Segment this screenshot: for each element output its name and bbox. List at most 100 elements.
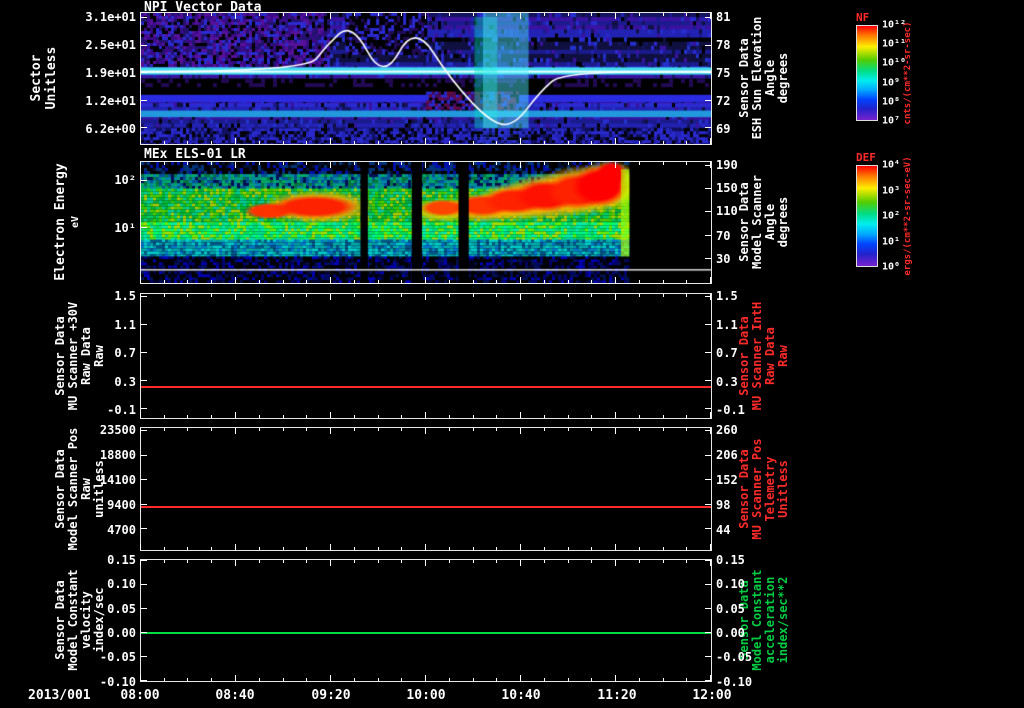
tick-mark <box>705 127 711 129</box>
tick-mark <box>234 162 236 168</box>
tick-mark <box>472 678 474 681</box>
tick-mark <box>472 141 474 144</box>
tick-mark <box>163 13 165 16</box>
tick-mark <box>401 141 403 144</box>
tick-mark <box>141 655 147 657</box>
tick-mark <box>710 560 711 566</box>
tick-mark <box>140 277 141 283</box>
time-tick-label: 10:00 <box>406 688 446 703</box>
tick-mark <box>377 141 379 144</box>
tick-mark <box>211 280 213 283</box>
def-colorbar-title: DEF <box>856 151 876 164</box>
tick-mark <box>211 415 213 418</box>
tick-mark <box>705 679 711 681</box>
tick-mark <box>234 138 236 144</box>
tick-label: 3.1e+01 <box>85 10 136 25</box>
tick-mark <box>686 280 688 283</box>
tick-mark <box>141 408 147 410</box>
tick-mark <box>258 294 260 297</box>
tick-mark <box>705 584 711 586</box>
tick-mark <box>306 141 308 144</box>
tick-mark <box>705 655 711 657</box>
tick-mark <box>705 352 711 354</box>
tick-mark <box>519 277 521 283</box>
tick-label: 6.2e+00 <box>85 122 136 137</box>
tick-mark <box>710 294 711 300</box>
tick-mark <box>282 678 284 681</box>
tick-mark <box>141 352 147 354</box>
panel2-left-tick-labels: 10² 10¹ <box>76 161 136 284</box>
tick-mark <box>638 141 640 144</box>
tick-mark <box>567 280 569 283</box>
tick-mark <box>401 415 403 418</box>
tick-mark <box>496 560 498 563</box>
tick-mark <box>187 13 189 16</box>
colorbar-tick-label: 10⁸ <box>882 96 901 108</box>
tick-mark <box>448 678 450 681</box>
tick-mark <box>425 294 426 300</box>
tick-mark <box>353 547 355 550</box>
tick-mark <box>282 141 284 144</box>
tick-mark <box>448 141 450 144</box>
tick-mark <box>258 162 260 165</box>
units-label: ergs/(cm**2-sr-sec-eV) <box>903 156 913 276</box>
tick-mark <box>705 408 711 410</box>
tick-label: -0.05 <box>99 650 136 665</box>
tick-mark <box>258 415 260 418</box>
tick-mark <box>519 412 521 418</box>
tick-mark <box>234 675 236 681</box>
tick-mark <box>140 162 141 168</box>
tick-label: 0.10 <box>716 577 745 592</box>
tick-mark <box>662 13 664 16</box>
tick-mark <box>140 294 141 300</box>
tick-mark <box>140 412 141 418</box>
tick-mark <box>306 428 308 431</box>
panel2-right-tick-labels: 190 150 110 70 30 <box>716 157 776 284</box>
tick-label: 23500 <box>99 422 136 437</box>
tick-label: 70 <box>716 229 731 244</box>
time-tick-label: 10:40 <box>501 688 541 703</box>
tick-mark <box>187 141 189 144</box>
tick-mark <box>705 257 711 259</box>
tick-label: 152 <box>716 472 738 487</box>
tick-mark <box>615 560 616 566</box>
tick-mark <box>425 138 426 144</box>
tick-label: 206 <box>716 448 738 463</box>
tick-mark <box>710 412 711 418</box>
tick-mark <box>591 162 593 165</box>
colorbar-tick-label: 10¹² <box>882 19 907 31</box>
tick-mark <box>705 234 711 236</box>
tick-mark <box>710 675 711 681</box>
tick-mark <box>163 560 165 563</box>
panel4-left-tick-labels: 23500 18800 14100 9400 4700 <box>76 423 136 551</box>
tick-mark <box>234 544 236 550</box>
tick-mark <box>705 324 711 325</box>
time-tick-label: 11:20 <box>597 688 637 703</box>
tick-mark <box>163 294 165 297</box>
nf-colorbar <box>856 25 878 121</box>
panel5-right-tick-labels: 0.15 0.10 0.05 0.00 -0.05 -0.10 <box>716 553 776 688</box>
tick-mark <box>401 280 403 283</box>
tick-mark <box>187 415 189 418</box>
tick-mark <box>591 560 593 563</box>
tick-mark <box>705 503 711 505</box>
tick-mark <box>141 454 147 456</box>
tick-label: 2.5e+01 <box>85 38 136 53</box>
tick-mark <box>686 162 688 165</box>
tick-mark <box>710 428 711 434</box>
tick-mark <box>306 678 308 681</box>
tick-mark <box>377 13 379 16</box>
tick-mark <box>567 547 569 550</box>
constant-value-line <box>141 631 711 634</box>
tick-label: 190 <box>716 157 738 172</box>
tick-label: 10² <box>114 172 136 187</box>
tick-mark <box>662 560 664 563</box>
tick-mark <box>448 280 450 283</box>
tick-mark <box>282 547 284 550</box>
tick-mark <box>141 503 147 505</box>
tick-mark <box>615 294 616 300</box>
tick-mark <box>567 13 569 16</box>
tick-mark <box>141 560 147 562</box>
tick-mark <box>591 547 593 550</box>
panel1-left-tick-labels: 3.1e+01 2.5e+01 1.9e+01 1.2e+01 6.2e+00 <box>76 10 136 145</box>
